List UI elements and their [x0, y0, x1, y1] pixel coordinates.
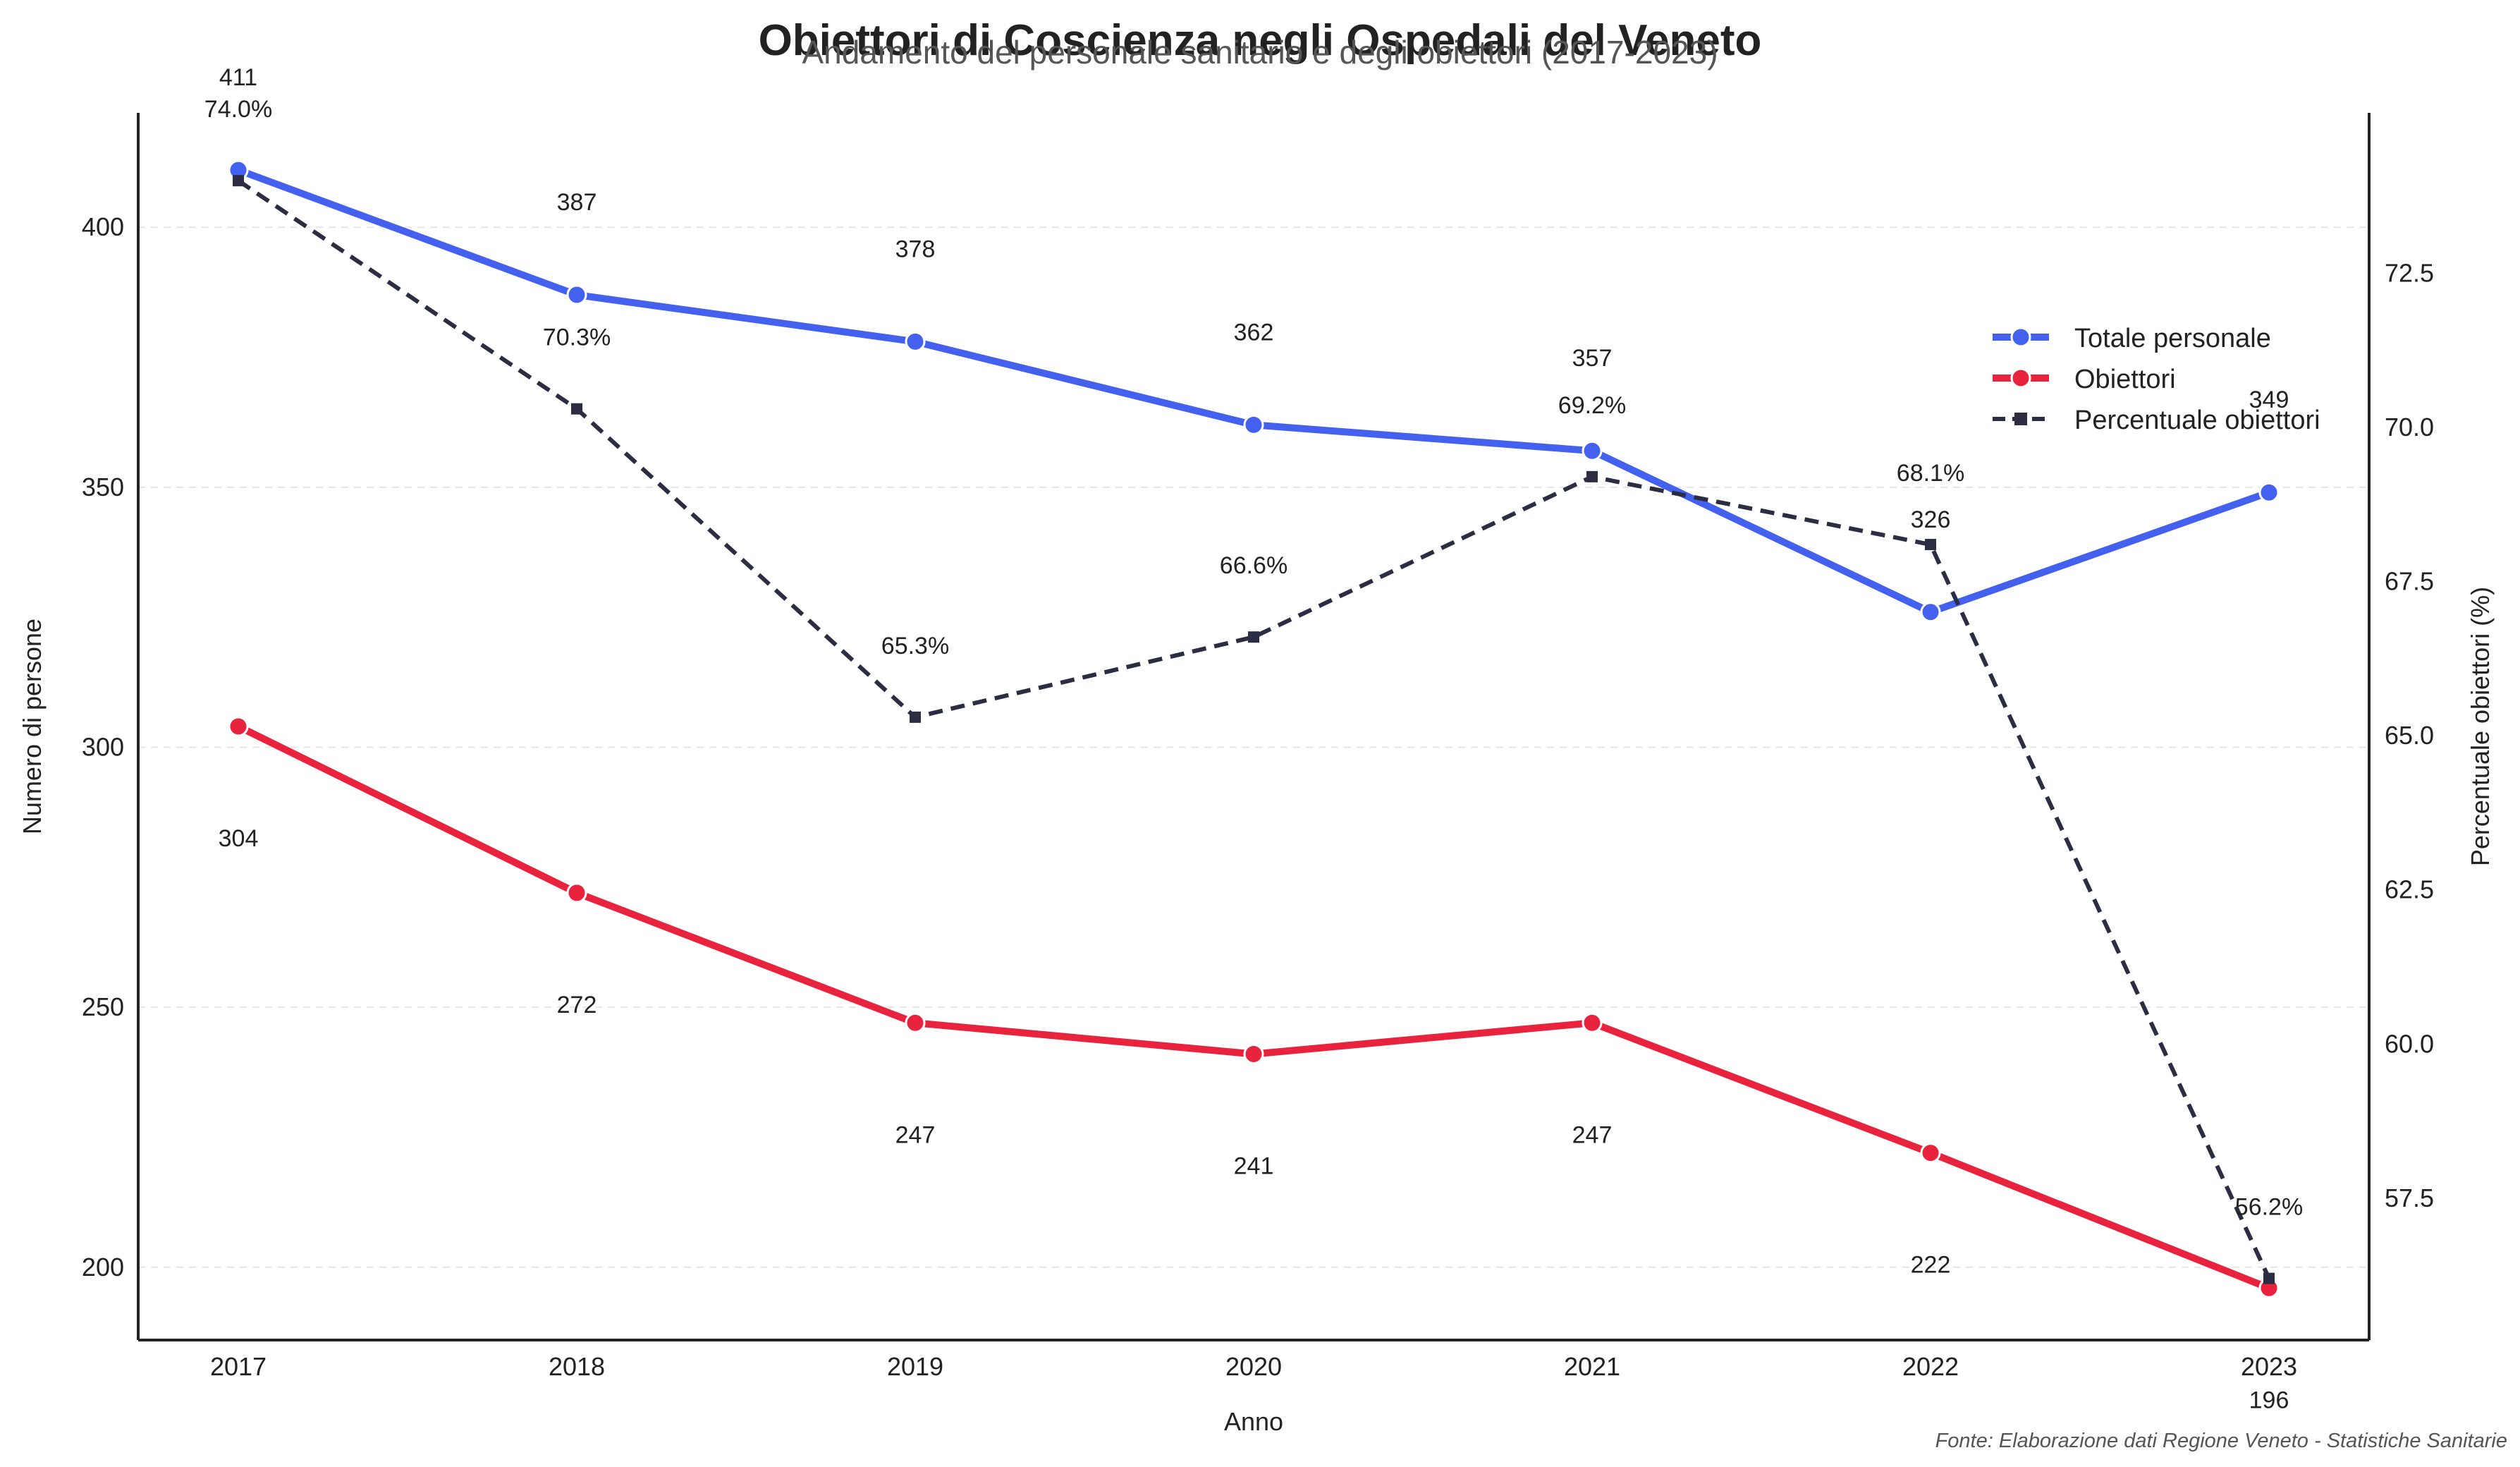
x-tick-label: 2023 — [2241, 1352, 2297, 1381]
data-label: 411 — [219, 64, 257, 91]
y2-tick-label: 67.5 — [2385, 567, 2434, 596]
data-label: 349 — [2249, 386, 2289, 413]
y2-axis-title: Percentuale obiettori (%) — [2466, 587, 2495, 866]
data-label: 247 — [895, 1121, 936, 1148]
data-label: 357 — [1572, 345, 1613, 372]
y2-tick-label: 65.0 — [2385, 721, 2434, 750]
data-point — [1920, 602, 1941, 623]
data-label: 222 — [1911, 1252, 1951, 1279]
data-point — [1243, 414, 1264, 435]
data-label: 70.3% — [543, 324, 611, 351]
data-label: 74.0% — [204, 96, 272, 123]
data-label: 378 — [895, 236, 936, 262]
y-tick-label: 300 — [82, 732, 124, 761]
series-line-1 — [235, 723, 2273, 1292]
data-point — [233, 175, 244, 187]
data-point — [571, 403, 582, 415]
data-point — [1920, 1143, 1941, 1164]
grid — [138, 226, 2369, 1268]
x-tick-label: 2019 — [887, 1352, 943, 1381]
axis-ticks: 200 250 300 350 400 57.5 60.0 62.5 65.0 67.5 70.0 7… — [82, 212, 2434, 1381]
x-tick-label: 2021 — [1564, 1352, 1620, 1381]
x-tick-label: 2018 — [549, 1352, 605, 1381]
data-label: 65.3% — [881, 633, 949, 659]
y-tick-label: 350 — [82, 473, 124, 501]
data-point — [1582, 1012, 1603, 1033]
data-label: 241 — [1234, 1152, 1274, 1179]
data-label: 68.1% — [1897, 460, 1964, 487]
chart-subtitle: Andamento del personale sanitario e degl… — [802, 34, 1718, 71]
legend-label-obiettori: Obiettori — [2074, 365, 2176, 394]
y2-tick-label: 70.0 — [2385, 413, 2434, 442]
y-tick-label: 200 — [82, 1253, 124, 1282]
legend-label-totale: Totale personale — [2074, 324, 2271, 353]
data-point — [566, 284, 587, 305]
data-label: 196 — [2249, 1387, 2289, 1413]
y2-tick-label: 72.5 — [2385, 258, 2434, 287]
x-tick-label: 2017 — [210, 1352, 267, 1381]
data-label: 56.2% — [2235, 1194, 2303, 1221]
data-label: 66.6% — [1220, 552, 1287, 579]
source-note: Fonte: Elaborazione dati Regione Veneto … — [1935, 1430, 2507, 1452]
y-axis-title: Numero di persone — [18, 619, 47, 834]
data-point — [2263, 1272, 2275, 1284]
data-point — [1925, 539, 1936, 551]
data-label: 247 — [1572, 1121, 1613, 1148]
data-point — [228, 716, 249, 737]
data-point — [910, 711, 921, 723]
data-point — [1582, 440, 1603, 461]
y-tick-label: 250 — [82, 992, 124, 1021]
chart-title: Obiettori di Coscienza negli Ospedali de… — [759, 16, 1762, 65]
data-point — [1248, 631, 1259, 643]
x-tick-label: 2022 — [1902, 1352, 1959, 1381]
data-point — [2258, 482, 2280, 503]
y-tick-label: 400 — [82, 212, 124, 241]
data-labels: 411 387 378 362 357 326 349 304 272 247 241 247 222 1… — [204, 64, 2303, 1413]
data-label: 387 — [557, 189, 597, 216]
series-lines — [228, 159, 2280, 1298]
legend-marker-percentuale — [2014, 413, 2027, 425]
data-point — [566, 882, 587, 903]
data-point — [905, 331, 926, 352]
legend-marker-totale — [2010, 327, 2031, 348]
y2-tick-label: 57.5 — [2385, 1183, 2434, 1212]
data-point — [905, 1012, 926, 1033]
data-label: 272 — [557, 992, 597, 1018]
legend-marker-obiettori — [2010, 367, 2031, 389]
y2-tick-label: 62.5 — [2385, 875, 2434, 904]
data-label: 326 — [1911, 506, 1951, 533]
legend: Totale personale Obiettori Percentuale o… — [1993, 324, 2320, 435]
data-label: 304 — [219, 825, 259, 852]
x-tick-label: 2020 — [1225, 1352, 1282, 1381]
y2-tick-label: 60.0 — [2385, 1029, 2434, 1058]
legend-label-percentuale: Percentuale obiettori — [2074, 406, 2320, 435]
data-point — [1586, 470, 1598, 482]
data-label: 362 — [1234, 319, 1274, 346]
data-label: 69.2% — [1558, 392, 1626, 419]
data-point — [1243, 1043, 1264, 1064]
x-axis-title: Anno — [1224, 1407, 1283, 1436]
series-line-0 — [235, 166, 2273, 616]
